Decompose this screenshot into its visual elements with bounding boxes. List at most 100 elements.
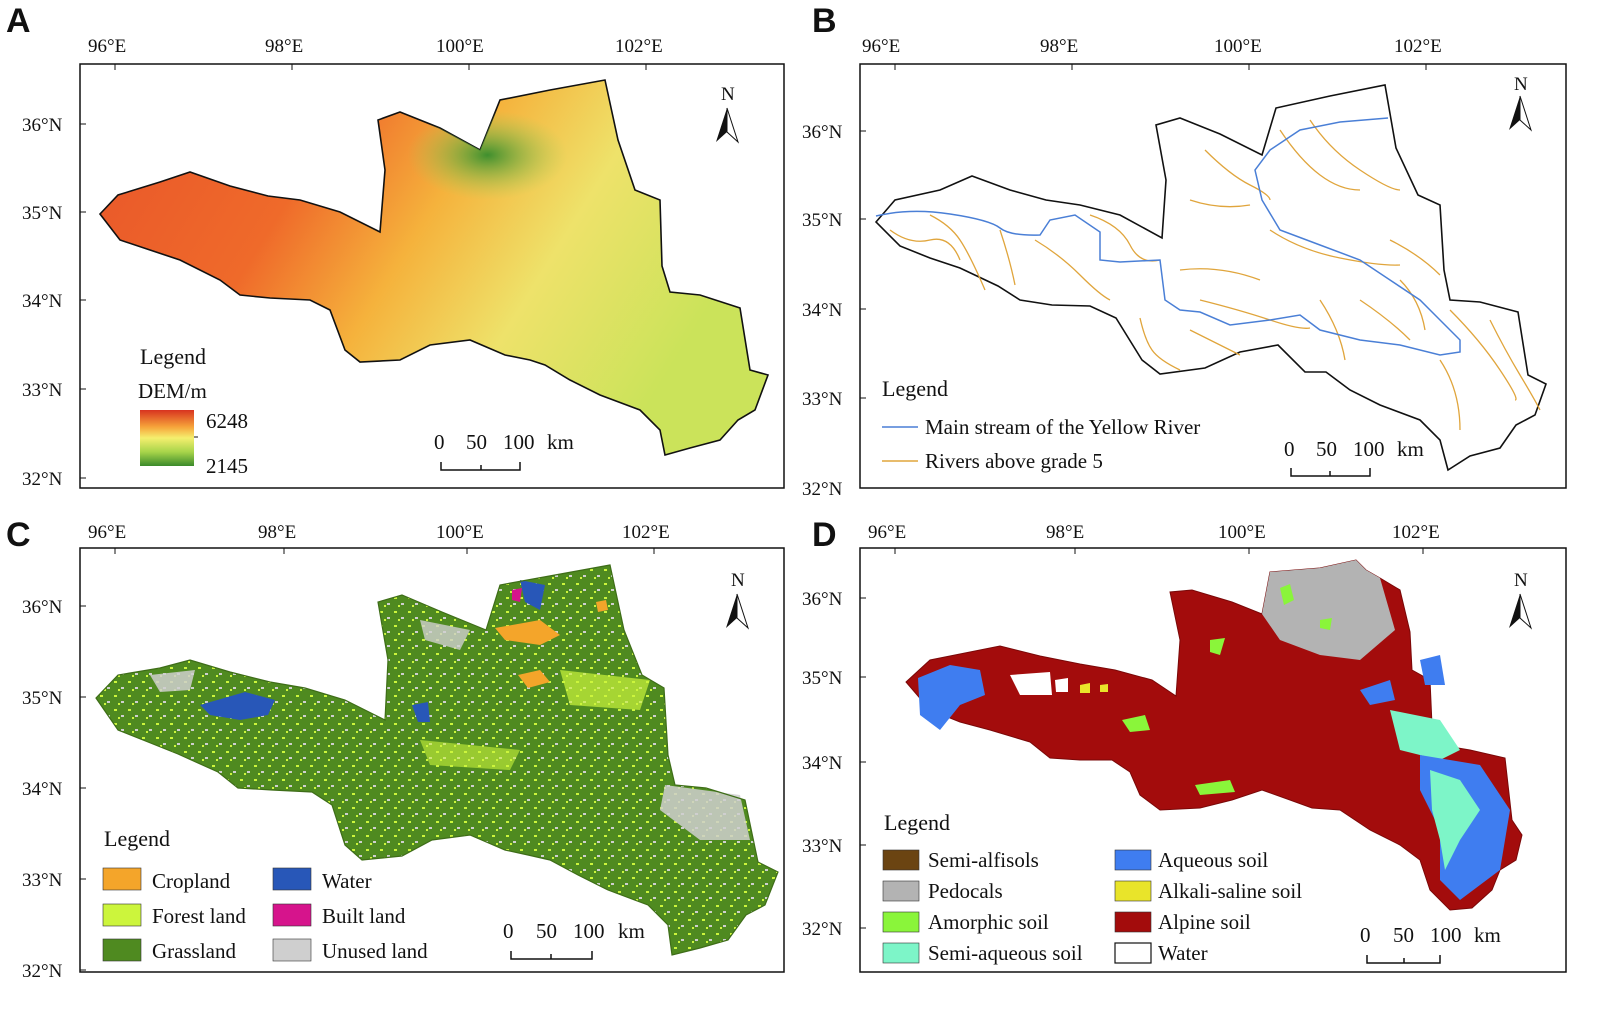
lat-ticks: 36°N 35°N 34°N 33°N 32°N <box>22 597 86 982</box>
svg-text:0: 0 <box>1284 437 1295 461</box>
label-alkali-saline: Alkali-saline soil <box>1158 879 1302 903</box>
panel-letter-b: B <box>812 2 837 40</box>
label-alpine: Alpine soil <box>1158 910 1251 934</box>
north-arrow-icon: N <box>716 84 740 144</box>
legend-title: Legend <box>104 826 170 851</box>
svg-text:100: 100 <box>503 430 535 454</box>
lat-label: 34°N <box>802 753 843 774</box>
lat-ticks: 36°N 35°N 34°N 33°N 32°N <box>802 122 866 500</box>
svg-text:km: km <box>547 430 574 454</box>
panel-letter-c: C <box>6 516 31 554</box>
lat-label: 36°N <box>22 597 63 618</box>
river-legend: Legend Main stream of the Yellow River R… <box>882 376 1200 473</box>
lon-ticks: 96°E 98°E 100°E 102°E <box>88 522 670 554</box>
swatch-alkali-saline <box>1114 880 1152 902</box>
dem-legend: Legend DEM/m 6248 2145 <box>138 344 248 478</box>
swatch-unused <box>272 938 312 962</box>
lat-label: 33°N <box>802 836 843 857</box>
main-stream-yellow-river <box>875 117 1461 356</box>
label-amorphic: Amorphic soil <box>928 910 1049 934</box>
map-frame <box>859 547 1567 973</box>
lat-label: 33°N <box>22 380 63 401</box>
swatch-water <box>1114 942 1152 964</box>
label-aqueous: Aqueous soil <box>1158 848 1268 872</box>
swatch-pedocals <box>882 880 920 902</box>
lat-ticks: 36°N 35°N 34°N 33°N 32°N <box>22 115 86 490</box>
main-stream-label: Main stream of the Yellow River <box>925 415 1200 439</box>
svg-text:50: 50 <box>1316 437 1337 461</box>
lon-label: 96°E <box>88 36 126 57</box>
swatch-forest <box>102 903 142 927</box>
svg-text:km: km <box>1397 437 1424 461</box>
dem-colorbar <box>140 410 194 466</box>
soil-map: 96°E 98°E 100°E 102°E 36°N 35°N 34°N 33°… <box>802 522 1567 973</box>
lat-label: 36°N <box>802 589 843 610</box>
lon-label: 102°E <box>622 522 670 543</box>
label-semi-aqueous: Semi-aqueous soil <box>928 941 1083 965</box>
swatch-semi-aqueous <box>882 942 920 964</box>
swatch-semi-alfisols <box>882 849 920 871</box>
lon-ticks: 96°E 98°E 100°E 102°E <box>88 36 663 70</box>
dem-min: 2145 <box>206 454 248 478</box>
svg-text:50: 50 <box>536 919 557 943</box>
panel-letter-a: A <box>6 2 31 40</box>
swatch-built <box>272 903 312 927</box>
lon-ticks: 96°E 98°E 100°E 102°E <box>868 522 1440 554</box>
lon-label: 98°E <box>258 522 296 543</box>
lon-ticks: 96°E 98°E 100°E 102°E <box>862 36 1442 70</box>
lon-label: 102°E <box>1392 522 1440 543</box>
lat-label: 35°N <box>22 203 63 224</box>
svg-text:N: N <box>1514 74 1528 95</box>
label-pedocals: Pedocals <box>928 879 1003 903</box>
svg-text:N: N <box>731 570 745 591</box>
lat-label: 32°N <box>22 961 63 982</box>
lat-label: 36°N <box>22 115 63 136</box>
north-arrow-icon: N <box>1509 570 1533 630</box>
map-frame <box>79 547 785 973</box>
lat-label: 32°N <box>802 919 843 940</box>
lat-label: 35°N <box>802 210 843 231</box>
landuse-map: 96°E 98°E 100°E 102°E 36°N 35°N 34°N 33°… <box>22 522 785 982</box>
dem-unit-label: DEM/m <box>138 379 207 403</box>
lat-label: 34°N <box>22 291 63 312</box>
lon-label: 100°E <box>436 36 484 57</box>
svg-text:0: 0 <box>434 430 445 454</box>
map-frame <box>79 63 785 489</box>
label-water: Water <box>1158 941 1208 965</box>
svg-text:100: 100 <box>573 919 605 943</box>
swatch-grassland <box>102 938 142 962</box>
landuse-legend: Legend Cropland Water Forest land Built … <box>102 826 428 963</box>
svg-text:100: 100 <box>1353 437 1385 461</box>
label-semi-alfisols: Semi-alfisols <box>928 848 1039 872</box>
lat-label: 35°N <box>22 688 63 709</box>
scale-bar: 0 50 100 km <box>503 919 645 960</box>
lon-label: 100°E <box>1214 36 1262 57</box>
swatch-aqueous <box>1114 849 1152 871</box>
svg-text:km: km <box>618 919 645 943</box>
svg-text:km: km <box>1474 923 1501 947</box>
lat-label: 32°N <box>802 479 843 500</box>
legend-title: Legend <box>884 810 950 835</box>
lat-label: 35°N <box>802 668 843 689</box>
label-cropland: Cropland <box>152 869 231 893</box>
scale-bar: 0 50 100 km <box>1360 923 1501 964</box>
lon-label: 100°E <box>436 522 484 543</box>
lon-label: 100°E <box>1218 522 1266 543</box>
basin-outline <box>874 84 1547 472</box>
soil-legend: Legend Semi-alfisols Aqueous soil Pedoca… <box>882 810 1302 965</box>
lon-label: 102°E <box>615 36 663 57</box>
grade5-label: Rivers above grade 5 <box>925 449 1103 473</box>
north-arrow-icon: N <box>1509 74 1533 132</box>
lon-label: 98°E <box>265 36 303 57</box>
lat-ticks: 36°N 35°N 34°N 33°N 32°N <box>802 589 866 940</box>
label-water: Water <box>322 869 372 893</box>
lat-label: 34°N <box>22 779 63 800</box>
river-map: 96°E 98°E 100°E 102°E 36°N 35°N 34°N 33°… <box>802 36 1567 500</box>
swatch-amorphic <box>882 911 920 933</box>
grade5-rivers <box>889 119 1541 431</box>
lon-label: 98°E <box>1046 522 1084 543</box>
panel-letter-d: D <box>812 516 837 554</box>
dem-map: 96°E 98°E 100°E 102°E 36°N 35°N 34°N 33°… <box>22 36 785 490</box>
svg-text:100: 100 <box>1430 923 1462 947</box>
lon-label: 96°E <box>862 36 900 57</box>
